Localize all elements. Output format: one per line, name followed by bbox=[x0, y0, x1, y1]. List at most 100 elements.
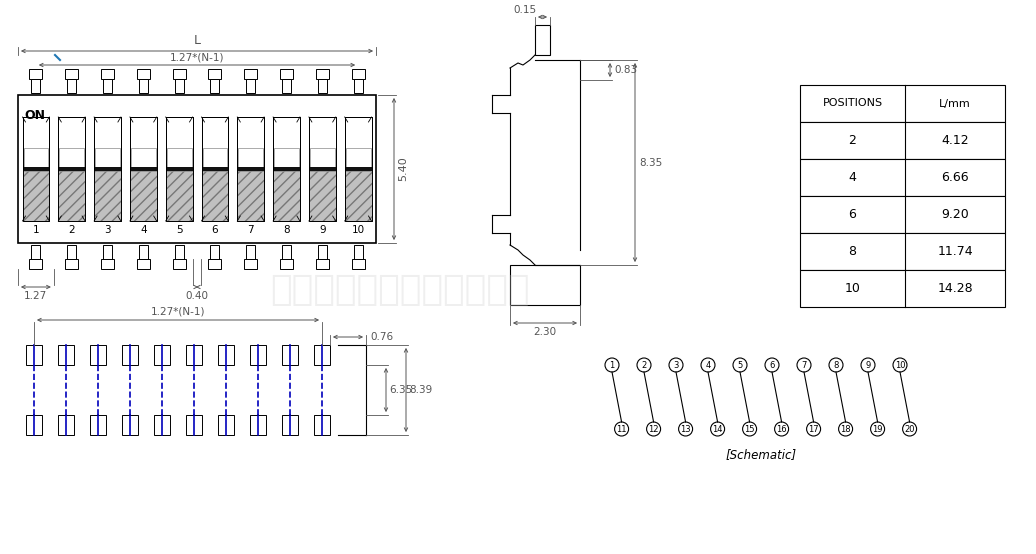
Bar bbox=[154, 415, 170, 435]
Bar bbox=[31, 79, 40, 93]
Bar bbox=[310, 118, 335, 147]
Text: 4: 4 bbox=[848, 171, 857, 184]
Bar bbox=[218, 415, 234, 435]
Bar bbox=[351, 259, 365, 269]
Bar bbox=[58, 167, 85, 171]
Text: 0.15: 0.15 bbox=[513, 5, 536, 15]
Text: 6.66: 6.66 bbox=[941, 171, 969, 184]
Bar bbox=[244, 259, 257, 269]
Bar bbox=[139, 79, 148, 93]
Bar bbox=[282, 79, 291, 93]
Text: 1: 1 bbox=[32, 225, 39, 235]
Bar bbox=[800, 159, 1005, 196]
Bar bbox=[122, 345, 138, 365]
Bar bbox=[166, 171, 193, 221]
Text: 10: 10 bbox=[351, 225, 365, 235]
Bar bbox=[166, 167, 193, 171]
Bar bbox=[314, 345, 330, 365]
Text: [Schematic]: [Schematic] bbox=[725, 448, 797, 461]
Bar bbox=[173, 259, 185, 269]
Bar bbox=[201, 117, 228, 221]
Bar bbox=[282, 345, 298, 365]
Bar bbox=[18, 95, 376, 243]
Bar bbox=[247, 245, 255, 259]
Text: 5: 5 bbox=[738, 361, 743, 370]
Bar bbox=[95, 118, 120, 147]
Bar bbox=[58, 415, 74, 435]
Bar bbox=[58, 117, 85, 221]
Bar bbox=[346, 148, 371, 167]
Bar bbox=[282, 415, 298, 435]
Bar bbox=[208, 259, 222, 269]
Text: 4: 4 bbox=[706, 361, 711, 370]
Bar bbox=[314, 415, 330, 435]
Bar bbox=[316, 69, 328, 79]
Text: ON: ON bbox=[24, 109, 45, 122]
Text: 8.35: 8.35 bbox=[639, 157, 662, 167]
Bar bbox=[131, 118, 155, 147]
Bar bbox=[345, 171, 372, 221]
Bar bbox=[201, 167, 228, 171]
Bar bbox=[24, 148, 49, 167]
Bar bbox=[67, 245, 77, 259]
Bar bbox=[67, 79, 77, 93]
Bar bbox=[510, 265, 580, 305]
Bar bbox=[238, 118, 263, 147]
Bar bbox=[59, 118, 84, 147]
Bar bbox=[23, 171, 50, 221]
Text: 6: 6 bbox=[211, 225, 219, 235]
Bar bbox=[280, 69, 293, 79]
Bar bbox=[58, 117, 85, 221]
Text: 4.12: 4.12 bbox=[941, 134, 969, 147]
Bar bbox=[137, 259, 150, 269]
Text: 8: 8 bbox=[848, 245, 857, 258]
Text: 18: 18 bbox=[840, 424, 851, 433]
Bar bbox=[31, 245, 40, 259]
Bar bbox=[353, 245, 363, 259]
Bar bbox=[208, 69, 222, 79]
Bar bbox=[131, 148, 155, 167]
Text: 8: 8 bbox=[283, 225, 290, 235]
Bar bbox=[250, 345, 266, 365]
Text: 0.40: 0.40 bbox=[185, 291, 208, 301]
Bar bbox=[274, 167, 299, 171]
Text: POSITIONS: POSITIONS bbox=[823, 99, 883, 109]
Text: 9: 9 bbox=[319, 225, 325, 235]
Text: 10: 10 bbox=[844, 282, 861, 295]
Text: 10: 10 bbox=[895, 361, 905, 370]
Bar bbox=[280, 259, 293, 269]
Bar bbox=[186, 345, 202, 365]
Bar bbox=[175, 245, 183, 259]
Bar bbox=[309, 117, 336, 221]
Text: 7: 7 bbox=[248, 225, 254, 235]
Bar bbox=[95, 148, 120, 167]
Bar bbox=[29, 259, 42, 269]
Bar bbox=[94, 117, 121, 221]
Text: 16: 16 bbox=[776, 424, 787, 433]
Bar bbox=[65, 69, 78, 79]
Bar bbox=[103, 79, 112, 93]
Text: 14.28: 14.28 bbox=[938, 282, 973, 295]
Bar bbox=[167, 148, 192, 167]
Bar bbox=[23, 117, 50, 221]
Bar bbox=[186, 415, 202, 435]
Bar bbox=[282, 245, 291, 259]
Text: 5.40: 5.40 bbox=[398, 157, 408, 181]
Bar bbox=[166, 117, 193, 221]
Text: 9: 9 bbox=[865, 361, 870, 370]
Bar bbox=[58, 171, 85, 221]
Bar bbox=[59, 148, 84, 167]
Text: 1: 1 bbox=[609, 361, 614, 370]
Bar bbox=[237, 167, 264, 171]
Bar bbox=[26, 415, 42, 435]
Text: 5: 5 bbox=[176, 225, 182, 235]
Text: 1.27: 1.27 bbox=[24, 291, 48, 301]
Bar bbox=[800, 270, 1005, 307]
Text: 2.30: 2.30 bbox=[534, 327, 556, 337]
Bar bbox=[139, 245, 148, 259]
Bar bbox=[250, 415, 266, 435]
Text: 东菞市德艺隆电子有限公司: 东菞市德艺隆电子有限公司 bbox=[270, 273, 529, 307]
Bar bbox=[130, 117, 156, 221]
Bar bbox=[175, 79, 183, 93]
Text: 0.83: 0.83 bbox=[614, 65, 637, 75]
